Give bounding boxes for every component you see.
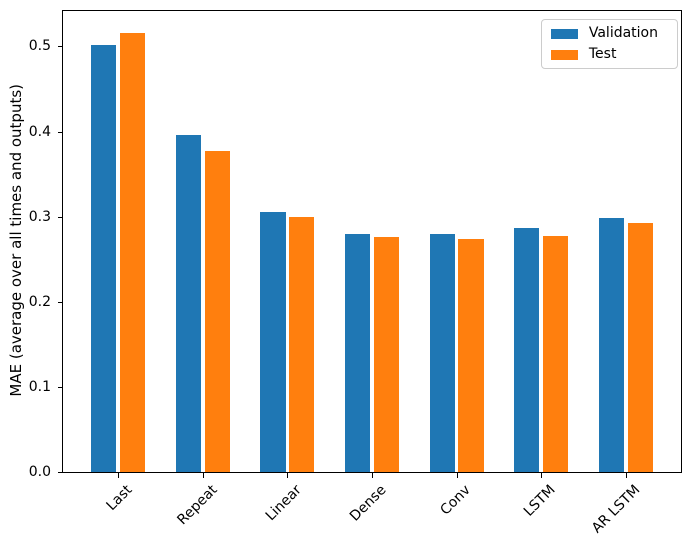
bar-validation-last <box>91 45 117 472</box>
x-tick-label-last: Last <box>103 482 136 514</box>
plot-area: Validation Test 0.0 0.1 0.2 0.3 0.4 0.5 Last Re… <box>29 10 682 537</box>
x-tick-label-conv: Conv <box>437 482 474 519</box>
x-tick <box>625 473 627 478</box>
y-tick-label: 0.3 <box>28 208 51 225</box>
bar-test-linear <box>289 217 315 472</box>
y-tick <box>58 216 63 218</box>
x-tick-label-linear: Linear <box>262 482 305 525</box>
legend-entry-validation: Validation <box>550 25 668 41</box>
x-tick-label-dense: Dense <box>346 482 390 525</box>
bar-test-dense <box>373 236 400 472</box>
x-tick <box>287 473 289 478</box>
bar-test-repeat <box>204 150 230 472</box>
bar-test-conv <box>458 238 484 472</box>
x-tick <box>372 473 373 478</box>
bar-validation-linear <box>260 211 286 472</box>
legend-swatch-test <box>550 49 578 60</box>
y-axis-label-container: MAE (average over all times and outputs) <box>0 10 32 471</box>
bar-validation-dense <box>344 233 371 472</box>
bar-validation-lstm <box>514 228 540 472</box>
bar-test-lstm <box>542 236 569 472</box>
x-tick-label-lstm: LSTM <box>520 482 559 520</box>
x-tick-label-repeat: Repeat <box>173 482 221 529</box>
y-tick-label: 0.5 <box>28 38 51 55</box>
legend: Validation Test <box>540 19 678 69</box>
y-tick <box>58 472 63 473</box>
legend-label-test: Test <box>588 46 617 62</box>
x-tick-label-ar-lstm: AR LSTM <box>588 482 644 537</box>
bar-validation-ar-lstm <box>598 218 625 472</box>
y-tick-label: 0.1 <box>28 378 51 395</box>
bar-validation-repeat <box>175 135 202 472</box>
bar-validation-conv <box>429 233 455 472</box>
x-tick <box>456 473 458 478</box>
legend-entry-test: Test <box>550 46 668 62</box>
x-tick <box>541 473 543 478</box>
x-tick <box>118 473 120 478</box>
bar-test-last <box>119 33 146 472</box>
y-tick-label: 0.0 <box>28 464 51 480</box>
x-tick <box>202 473 204 478</box>
y-tick <box>58 301 63 303</box>
y-tick <box>58 386 63 388</box>
y-tick-label: 0.2 <box>28 293 51 310</box>
y-tick <box>58 131 63 133</box>
y-tick <box>58 46 63 48</box>
legend-swatch-validation <box>550 28 578 39</box>
y-tick-label: 0.4 <box>28 123 51 140</box>
y-axis-label: MAE (average over all times and outputs) <box>7 84 25 397</box>
legend-label-validation: Validation <box>588 25 658 41</box>
bar-test-ar-lstm <box>627 223 653 472</box>
